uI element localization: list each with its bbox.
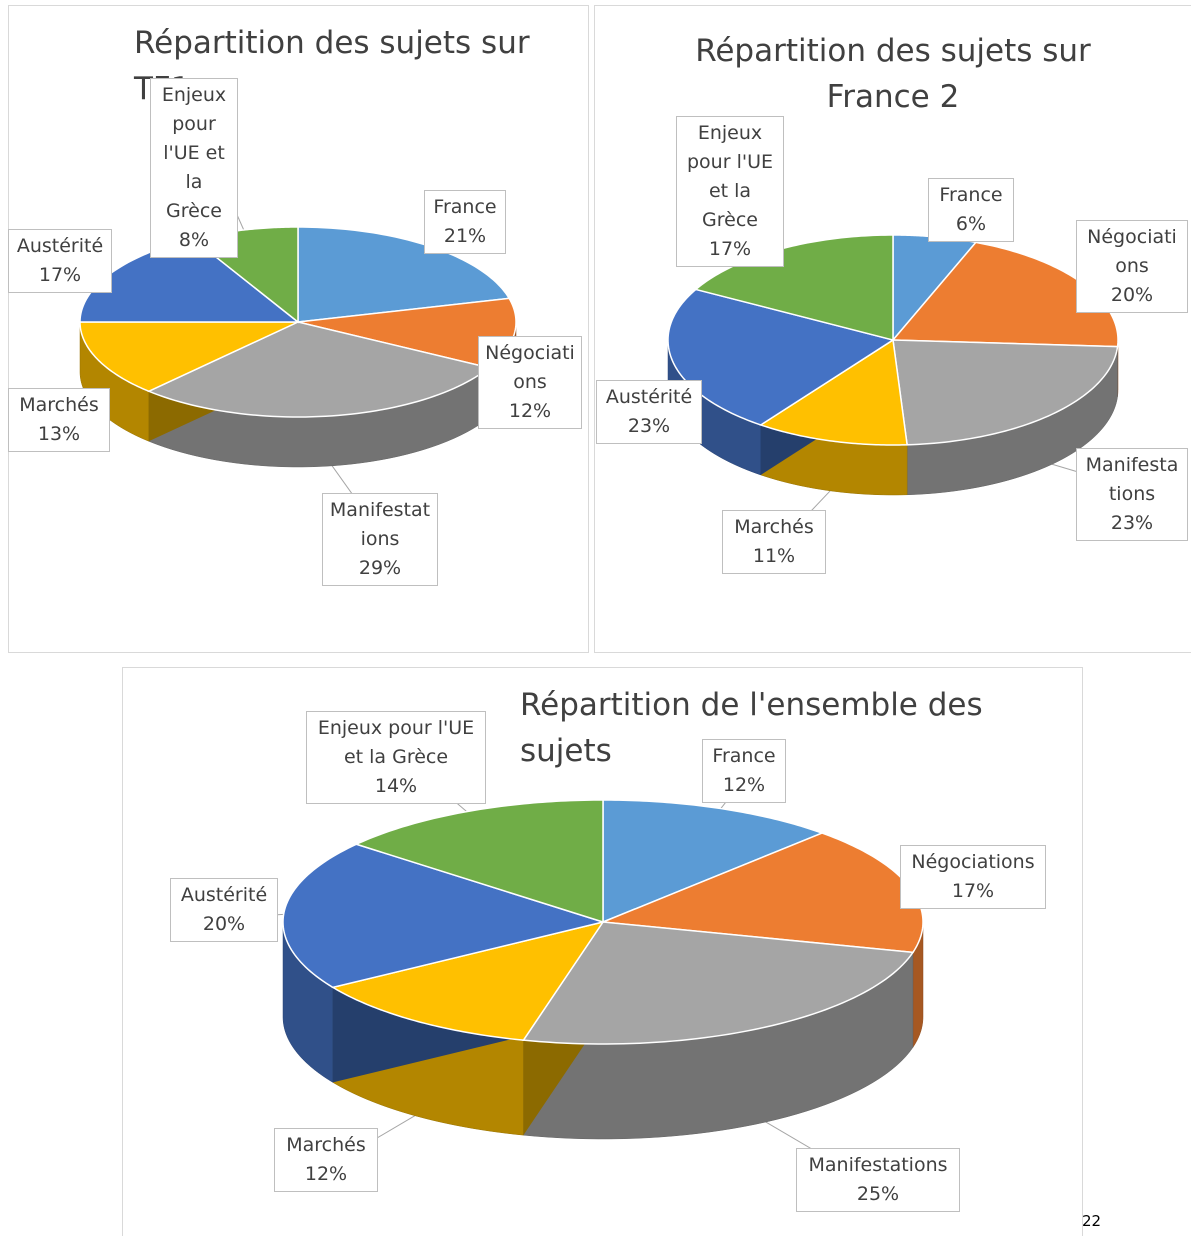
slice [146,321,491,418]
slice [602,799,825,924]
data-label: Marchés 11% [722,510,826,574]
label-value: 8% [178,229,210,251]
data-label: France 12% [702,739,786,803]
label-value: 23% [1110,512,1154,534]
page-number: 22 [1082,1212,1102,1230]
slice [667,288,895,426]
label-category: Austérité [16,235,104,257]
data-label: Austérité 23% [596,380,702,444]
label-category: Négociations [485,342,575,393]
label-value: 12% [508,400,552,422]
label-category: Austérité [605,386,693,408]
label-category: Enjeux pour l'UE et la Grèce [161,84,227,222]
label-value: 25% [856,1183,900,1205]
label-category: France [939,184,1003,206]
label-value: 13% [37,423,81,445]
slice [282,843,606,989]
slice [892,339,1119,446]
label-value: 12% [304,1163,348,1185]
chart-frame [8,5,589,653]
slice [759,338,908,446]
label-category: France [712,745,776,767]
label-category: Manifestations [808,1154,948,1176]
label-value: 14% [374,775,418,797]
chart-title: Répartition des sujets sur TF1 [134,25,530,107]
slice [354,799,604,924]
data-label: Manifestations 23% [1076,448,1188,541]
data-label: Enjeux pour l'UE et la Grèce 14% [306,711,486,804]
chart-frame [594,5,1191,653]
data-label: France 21% [424,190,506,254]
label-value: 20% [202,913,246,935]
label-category: Marchés [734,516,814,538]
label-category: Négociations [1087,226,1177,277]
data-label: Manifestations 29% [322,493,438,586]
slice [79,321,299,393]
label-value: 29% [358,557,402,579]
data-label: Austérité 20% [170,878,278,942]
label-value: 12% [722,774,766,796]
label-category: Marchés [19,394,99,416]
data-label: Manifestations 25% [796,1148,960,1212]
data-label: Austérité 17% [8,229,112,293]
data-label: Marchés 12% [274,1128,378,1192]
data-label: Négociations 20% [1076,220,1188,313]
data-label: Négociations 17% [900,845,1046,909]
label-category: Enjeux pour l'UE et la Grèce [687,122,773,231]
data-label: Marchés 13% [8,388,110,452]
label-value: 21% [443,225,487,247]
label-value: 17% [38,264,82,286]
chart-title: Répartition des sujets sur France 2 [695,33,1091,115]
slice [330,920,605,1041]
label-category: Marchés [286,1134,366,1156]
data-label: Négociations 12% [478,336,582,429]
label-value: 17% [951,880,995,902]
label-category: Enjeux pour l'UE et la Grèce [317,717,475,768]
data-label: Enjeux pour l'UE et la Grèce 8% [150,78,238,258]
slice [522,921,915,1045]
label-value: 6% [955,213,987,235]
chart-title: Répartition de l'ensemble des sujets [520,687,983,769]
label-value: 20% [1110,284,1154,306]
label-category: Négociations [911,851,1035,873]
label-value: 17% [708,238,752,260]
label-category: Manifestations [1085,454,1179,505]
label-category: Manifestations [329,499,431,550]
data-label: Enjeux pour l'UE et la Grèce 17% [676,116,784,267]
label-value: 11% [752,545,796,567]
label-category: Austérité [180,884,268,906]
label-category: France [433,196,497,218]
data-label: France 6% [928,178,1014,242]
label-value: 23% [627,415,671,437]
chart-frame [122,667,1083,1236]
